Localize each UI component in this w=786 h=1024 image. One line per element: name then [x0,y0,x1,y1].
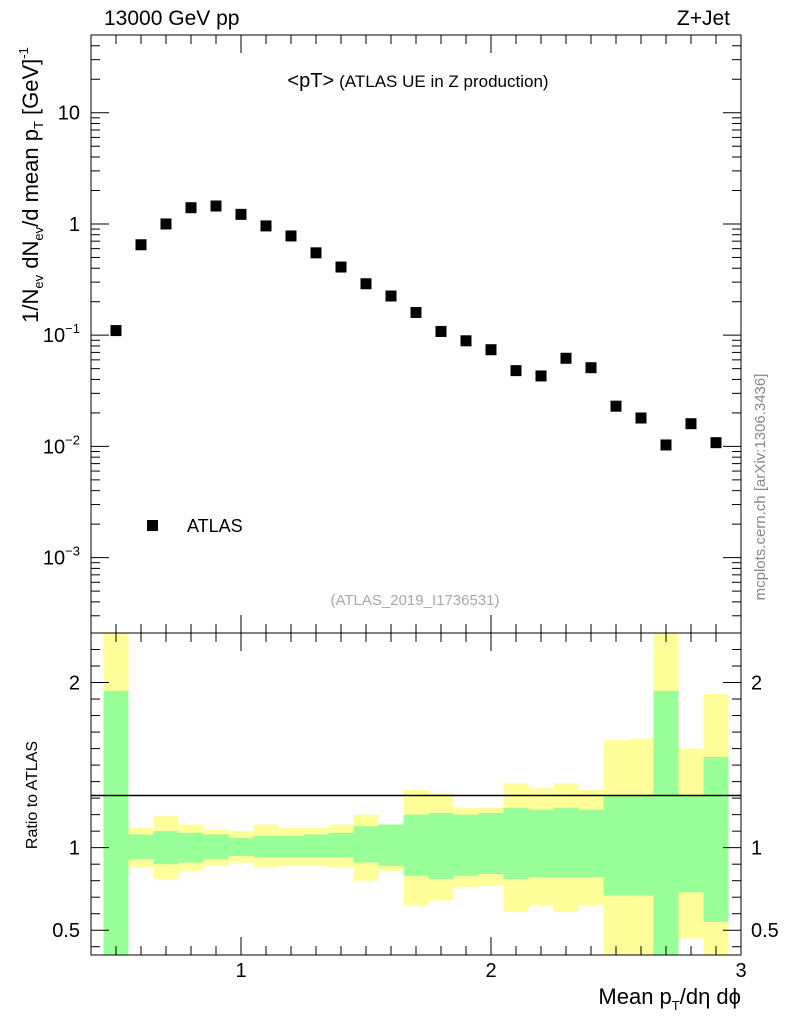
axis-tick-labels: 10 1 10−1 10−2 10−3 1 2 3 2 2 1 1 0.5 0.5 [43,103,779,982]
data-point [160,218,172,230]
ratio-band-1sigma-bin [303,834,329,858]
ratio-band-1sigma-bin [653,690,679,955]
data-point [235,208,247,220]
ratio-band-1sigma-bin [128,834,154,860]
ratio-band-1sigma [103,690,729,955]
ratio-band-1sigma-bin [603,794,629,896]
data-point [335,261,347,273]
ratio-band-1sigma-bin [553,808,579,878]
ratio-y-tick-label-right: 2 [751,673,762,695]
top-left-label: 13000 GeV pp [104,7,239,30]
ratio-band-1sigma-bin [428,812,454,880]
ratio-band-1sigma-bin [478,812,504,875]
data-point [485,344,497,356]
ratio-band-1sigma-bin [353,826,379,863]
data-point [210,200,222,212]
main-y-axis-label: 1/Nev dNev/d mean pT [GeV]-1 [16,47,46,323]
ratio-band-1sigma-bin [253,836,279,858]
x-tick-label: 3 [735,960,746,982]
data-point [285,230,297,242]
ratio-band-1sigma-bin [678,794,704,893]
ratio-band-2sigma [103,633,729,955]
ratio-y-tick-label-right: 0.5 [751,920,779,942]
data-point [610,400,622,412]
x-tick-label: 1 [235,960,246,982]
data-point [685,418,697,430]
plot-title-main: <pT> [287,70,334,92]
data-point [510,365,522,377]
ratio-band-1sigma-bin [328,832,354,858]
data-point [660,439,672,451]
legend-marker [147,520,158,531]
atlas-data-markers [110,200,722,451]
data-point [260,220,272,232]
data-point [135,239,147,251]
data-point [635,412,647,424]
ratio-band-1sigma-bin [228,837,254,856]
ratio-band-1sigma-bin [378,824,404,866]
mcplots-side-label: mcplots.cern.ch [arXiv:1306.3436] [752,374,769,601]
ratio-band-1sigma-bin [453,814,479,876]
data-point [410,306,422,318]
ratio-y-tick-label-right: 1 [751,838,762,860]
ratio-band-1sigma-bin [403,814,429,876]
ratio-band-1sigma-bin [578,809,604,878]
data-point [310,247,322,259]
y-tick-label: 10 [58,103,80,125]
y-tick-label: 10−1 [43,321,80,347]
legend-label: ATLAS [187,516,243,536]
data-point [535,370,547,382]
ratio-band-1sigma-bin [178,832,204,863]
ratio-y-tick-label-left: 2 [69,673,80,695]
axis-ticks [91,34,742,955]
analysis-watermark: (ATLAS_2019_I1736531) [330,592,499,609]
ratio-band-1sigma-bin [203,834,229,860]
x-axis-label: Mean pT/dη dϕ [598,984,741,1013]
ratio-band-1sigma-bin [528,809,554,878]
data-point [185,202,197,214]
y-tick-label: 1 [69,214,80,236]
data-point [585,362,597,374]
y-tick-label: 10−3 [43,544,80,570]
ratio-band-1sigma-bin [103,690,129,955]
top-right-label: Z+Jet [677,7,730,30]
ratio-band-1sigma-bin [628,794,654,896]
data-point [435,325,447,337]
data-point [360,278,372,290]
y-tick-label: 10−2 [43,432,80,458]
data-point [385,290,397,302]
main-panel-frame [90,34,742,634]
x-tick-label: 2 [485,960,496,982]
data-point [460,335,472,347]
plot-title-sub: (ATLAS UE in Z production) [339,72,548,91]
ratio-y-tick-label-left: 0.5 [52,920,80,942]
ratio-band-1sigma-bin [278,836,304,858]
ratio-band-1sigma-bin [503,808,529,880]
data-point [710,437,722,449]
ratio-y-tick-label-left: 1 [69,838,80,860]
ratio-y-axis-label: Ratio to ATLAS [24,741,41,849]
ratio-band-1sigma-bin [153,831,179,865]
data-point [560,352,572,364]
ratio-band-1sigma-bin [703,756,729,922]
data-point [110,325,122,337]
plot-title: <pT> (ATLAS UE in Z production) [287,70,548,92]
